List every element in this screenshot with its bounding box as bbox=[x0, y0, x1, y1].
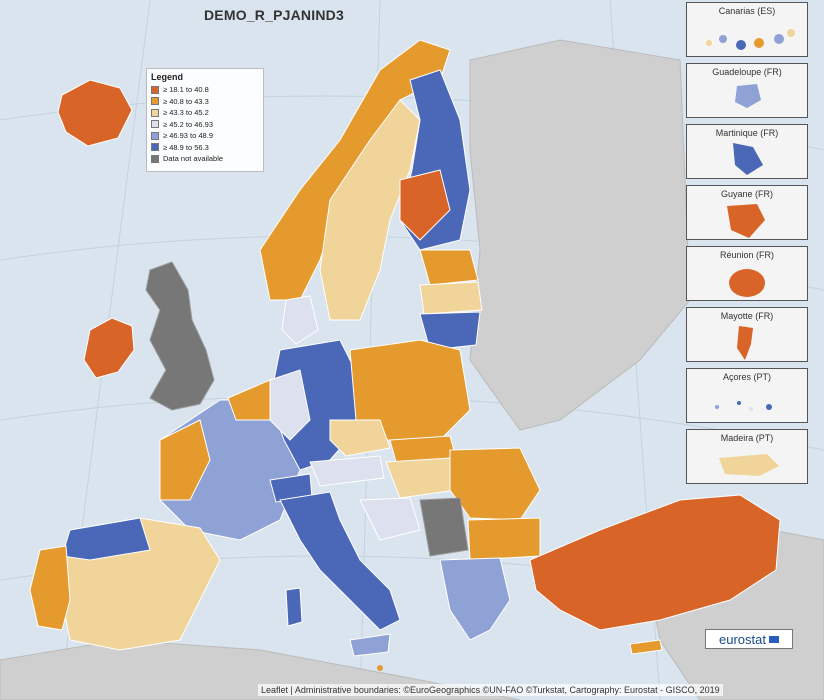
inset-label: Réunion (FR) bbox=[719, 250, 775, 260]
inset-canarias[interactable]: Canarias (ES) bbox=[686, 2, 808, 57]
legend-swatch bbox=[151, 154, 159, 163]
region-germany-west[interactable] bbox=[269, 369, 311, 441]
inset-shape bbox=[733, 143, 763, 175]
region-serbia[interactable] bbox=[419, 497, 469, 557]
inset-shape bbox=[727, 204, 765, 238]
legend-item: ≥ 43.3 to 45.2 bbox=[151, 107, 259, 119]
region-iceland[interactable] bbox=[57, 79, 133, 147]
region-turkey[interactable] bbox=[529, 494, 781, 631]
region-united-kingdom[interactable] bbox=[145, 261, 215, 411]
region-finland-south[interactable] bbox=[399, 169, 451, 241]
region-italy[interactable] bbox=[279, 491, 401, 631]
inset-martinique[interactable]: Martinique (FR) bbox=[686, 124, 808, 179]
inset-label: Guyane (FR) bbox=[720, 189, 773, 199]
legend-label: Data not available bbox=[163, 154, 224, 164]
region-portugal[interactable] bbox=[29, 545, 71, 631]
region-sweden[interactable] bbox=[319, 99, 421, 321]
legend-title: Legend bbox=[151, 72, 184, 82]
inset-label: Açores (PT) bbox=[722, 372, 771, 382]
region-estonia[interactable] bbox=[419, 249, 479, 286]
legend-item: ≥ 40.8 to 43.3 bbox=[151, 96, 259, 108]
legend-swatch bbox=[151, 120, 159, 129]
eurostat-logo: eurostat bbox=[705, 629, 793, 649]
region-czechia[interactable] bbox=[329, 419, 391, 457]
legend-label: ≥ 48.9 to 56.3 bbox=[163, 142, 209, 152]
legend-item: ≥ 45.2 to 46.93 bbox=[151, 119, 259, 131]
inset-shape bbox=[715, 401, 772, 411]
inset-shape bbox=[735, 84, 761, 108]
legend-swatch bbox=[151, 85, 159, 94]
inset-label: Martinique (FR) bbox=[715, 128, 779, 138]
map-attribution: Leaflet | Administrative boundaries: ©Eu… bbox=[258, 684, 723, 696]
region-croatia[interactable] bbox=[359, 497, 421, 541]
legend-item: ≥ 18.1 to 40.8 bbox=[151, 84, 259, 96]
legend-label: ≥ 18.1 to 40.8 bbox=[163, 85, 209, 95]
inset-label: Mayotte (FR) bbox=[720, 311, 774, 321]
legend-item: ≥ 46.93 to 48.9 bbox=[151, 130, 259, 142]
logo-text: eurostat bbox=[719, 631, 766, 647]
inset-reunion[interactable]: Réunion (FR) bbox=[686, 246, 808, 301]
region-france-west[interactable] bbox=[159, 419, 211, 501]
legend-swatch bbox=[151, 97, 159, 106]
inset-label: Canarias (ES) bbox=[718, 6, 776, 16]
region-sardinia[interactable] bbox=[285, 587, 303, 627]
region-latvia[interactable] bbox=[419, 281, 483, 315]
legend-label: ≥ 45.2 to 46.93 bbox=[163, 119, 213, 129]
region-greece[interactable] bbox=[439, 557, 511, 641]
region-malta[interactable] bbox=[377, 665, 383, 671]
legend: Legend ≥ 18.1 to 40.8 ≥ 40.8 to 43.3 ≥ 4… bbox=[146, 68, 264, 172]
eu-flag-icon bbox=[768, 635, 779, 643]
inset-guyane[interactable]: Guyane (FR) bbox=[686, 185, 808, 240]
region-sicily[interactable] bbox=[349, 633, 391, 657]
region-denmark[interactable] bbox=[281, 295, 319, 345]
inset-acores[interactable]: Açores (PT) bbox=[686, 368, 808, 423]
inset-label: Madeira (PT) bbox=[720, 433, 774, 443]
inset-shape bbox=[719, 454, 779, 476]
legend-swatch bbox=[151, 131, 159, 140]
region-bulgaria[interactable] bbox=[467, 517, 541, 561]
inset-label: Guadeloupe (FR) bbox=[712, 67, 782, 77]
inset-mayotte[interactable]: Mayotte (FR) bbox=[686, 307, 808, 362]
legend-label: ≥ 40.8 to 43.3 bbox=[163, 96, 209, 106]
legend-label: ≥ 46.93 to 48.9 bbox=[163, 131, 213, 141]
inset-shape bbox=[706, 29, 795, 50]
legend-swatch bbox=[151, 108, 159, 117]
region-cyprus[interactable] bbox=[629, 639, 663, 655]
inset-madeira[interactable]: Madeira (PT) bbox=[686, 429, 808, 484]
region-lithuania[interactable] bbox=[419, 311, 481, 351]
legend-item: ≥ 48.9 to 56.3 bbox=[151, 142, 259, 154]
region-ireland[interactable] bbox=[83, 317, 135, 379]
inset-shape bbox=[729, 269, 765, 297]
legend-item: Data not available bbox=[151, 153, 259, 165]
legend-swatch bbox=[151, 143, 159, 152]
inset-guadeloupe[interactable]: Guadeloupe (FR) bbox=[686, 63, 808, 118]
inset-shape bbox=[737, 326, 753, 360]
map-title: DEMO_R_PJANIND3 bbox=[204, 7, 344, 23]
region-austria[interactable] bbox=[309, 455, 385, 487]
legend-label: ≥ 43.3 to 45.2 bbox=[163, 108, 209, 118]
